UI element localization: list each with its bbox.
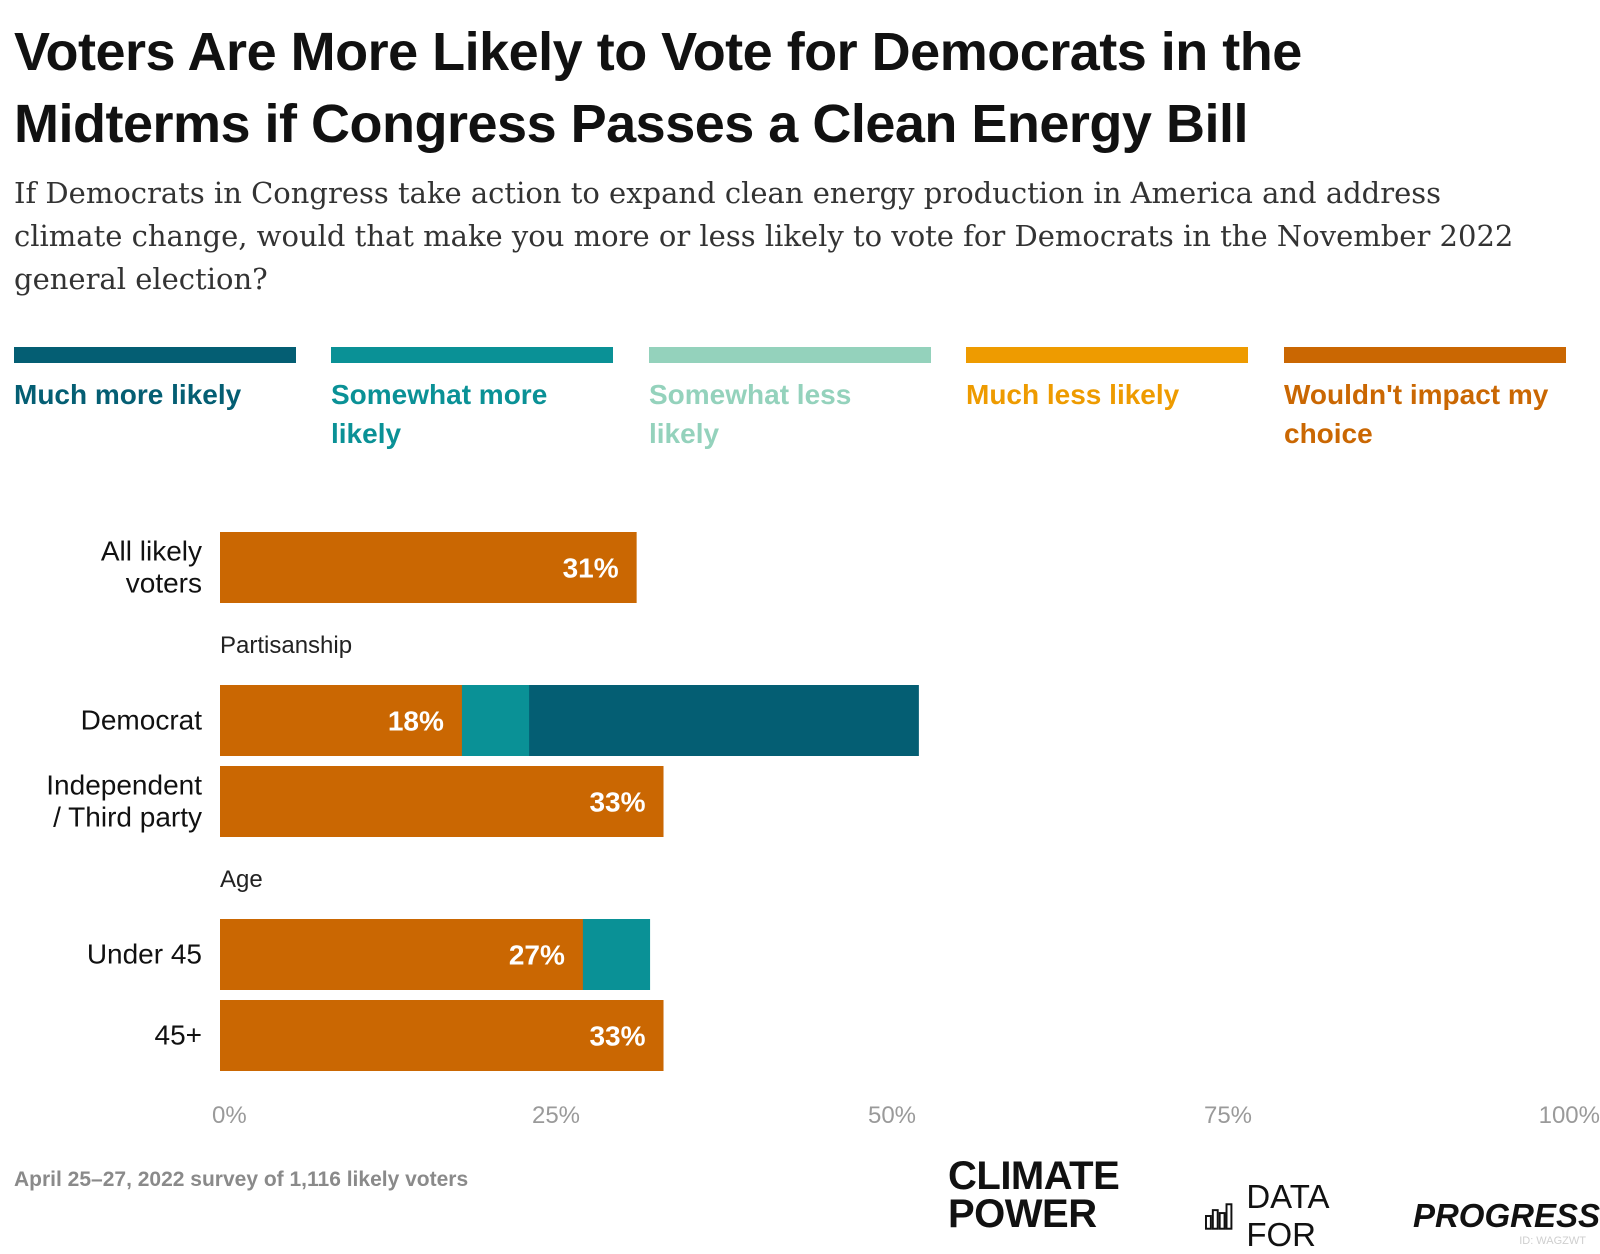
legend-item: Somewhat more likely [331, 347, 613, 453]
legend-label-line: Wouldn't impact my [1284, 379, 1549, 410]
legend-swatch [331, 347, 613, 363]
row-label: All likely [101, 536, 202, 567]
x-tick-label: 100% [1539, 1102, 1600, 1129]
legend-swatch [649, 347, 931, 363]
row-label: 45+ [155, 1020, 203, 1051]
x-tick-label: 50% [868, 1102, 916, 1129]
row-label: Democrat [81, 705, 203, 736]
legend-label: Much less likely [966, 375, 1248, 414]
legend-item: Much more likely [14, 347, 296, 414]
x-tick-label: 75% [1204, 1102, 1252, 1129]
group-heading: Age [220, 866, 263, 893]
data-for-progress-logo: DATA FOR PROGRESS [1205, 1178, 1600, 1254]
legend-swatch [966, 347, 1248, 363]
chart-subtitle-line: climate change, would that make you more… [14, 219, 1514, 253]
legend-label: Somewhat more likely [331, 375, 613, 453]
x-tick-label: 25% [532, 1102, 580, 1129]
climate-power-logo: CLIMATE POWER [948, 1154, 1120, 1236]
chart-title-line: Voters Are More Likely to Vote for Democ… [14, 22, 1302, 82]
data-label: 33% [589, 1021, 645, 1052]
chart-title: Voters Are More Likely to Vote for Democ… [14, 16, 1574, 160]
row-label: voters [126, 568, 202, 599]
bar-segment [220, 1000, 664, 1071]
data-label: 33% [589, 787, 645, 818]
bar-segment [220, 919, 583, 990]
chart-title-line: Midterms if Congress Passes a Clean Ener… [14, 94, 1248, 154]
stacked-bar-chart: All likelyvoters24%22%16%31%Partisanship… [46, 532, 1600, 1129]
row-label: Independent [46, 770, 202, 801]
legend-swatch [14, 347, 296, 363]
climate-power-logo-line: CLIMATE [948, 1154, 1120, 1198]
dfp-logo-regular: DATA FOR [1246, 1178, 1328, 1253]
legend-label: Much more likely [14, 375, 296, 414]
bar-segment [220, 532, 637, 603]
legend-swatch [1284, 347, 1566, 363]
bar-segment [220, 766, 664, 837]
bar-segment [220, 685, 462, 756]
legend-item: Wouldn't impact my choice [1284, 347, 1566, 453]
data-label: 27% [509, 940, 565, 971]
data-label: 18% [388, 706, 444, 737]
dfp-logo-bold: PROGRESS [1412, 1197, 1600, 1234]
row-label: / Third party [53, 802, 202, 833]
legend-label-line: Much less likely [966, 379, 1180, 410]
legend-label-line: likely [331, 418, 402, 449]
legend-label: Wouldn't impact my choice [1284, 375, 1566, 453]
chart-subtitle-line: If Democrats in Congress take action to … [14, 176, 1442, 210]
chart-subtitle: If Democrats in Congress take action to … [14, 172, 1574, 301]
legend-label: Somewhat less likely [649, 375, 931, 453]
image-id: ID: WAGZWT [1519, 1235, 1586, 1247]
legend-label-line: likely [649, 418, 720, 449]
legend-label-line: choice [1284, 418, 1373, 449]
group-heading: Partisanship [220, 632, 352, 659]
legend-label-line: Somewhat less [649, 379, 852, 410]
x-tick-label: 0% [212, 1102, 247, 1129]
row-label: Under 45 [87, 939, 202, 970]
survey-footnote: April 25–27, 2022 survey of 1,116 likely… [14, 1168, 469, 1191]
chart-subtitle-line: general election? [14, 262, 268, 296]
climate-power-logo-line: POWER [948, 1192, 1097, 1236]
legend-item: Much less likely [966, 347, 1248, 414]
legend-item: Somewhat less likely [649, 347, 931, 453]
bar-chart-icon [1205, 1203, 1233, 1230]
data-label: 31% [563, 553, 619, 584]
legend-label-line: Somewhat more [331, 379, 548, 410]
legend-label-line: Much more likely [14, 379, 242, 410]
